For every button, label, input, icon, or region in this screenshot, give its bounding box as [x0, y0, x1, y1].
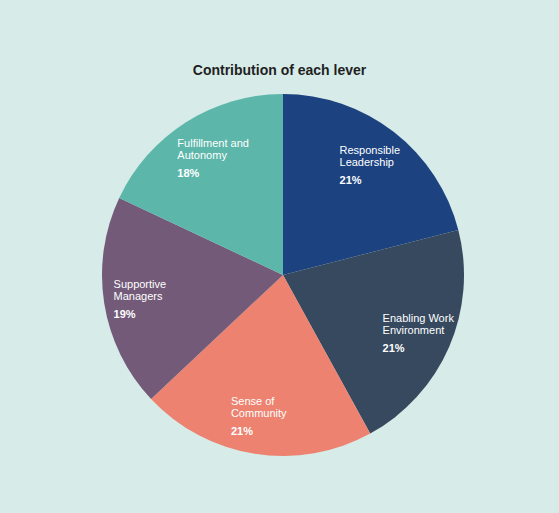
- slice-labels: ResponsibleLeadership 21% Enabling WorkEnv…: [114, 137, 455, 438]
- slice-value-label: 21%: [231, 425, 253, 437]
- chart-svg: Contribution of each lever ResponsibleLea…: [0, 0, 559, 513]
- pie-slice: [119, 94, 283, 275]
- slice-category-label: Fulfillment andAutonomy: [177, 137, 249, 161]
- slice-value-label: 18%: [177, 167, 199, 179]
- slice-value-label: 21%: [383, 342, 405, 354]
- chart-title: Contribution of each lever: [193, 62, 367, 78]
- slice-value-label: 19%: [114, 308, 136, 320]
- slice-category-label: ResponsibleLeadership: [340, 144, 401, 168]
- slice-category-label: Sense ofCommunity: [231, 395, 287, 419]
- background: [0, 0, 559, 513]
- pie: [102, 94, 464, 456]
- slice-category-label: Enabling WorkEnvironment: [383, 312, 455, 336]
- slice-value-label: 21%: [340, 174, 362, 186]
- slice-category-label: SupportiveManagers: [114, 278, 167, 302]
